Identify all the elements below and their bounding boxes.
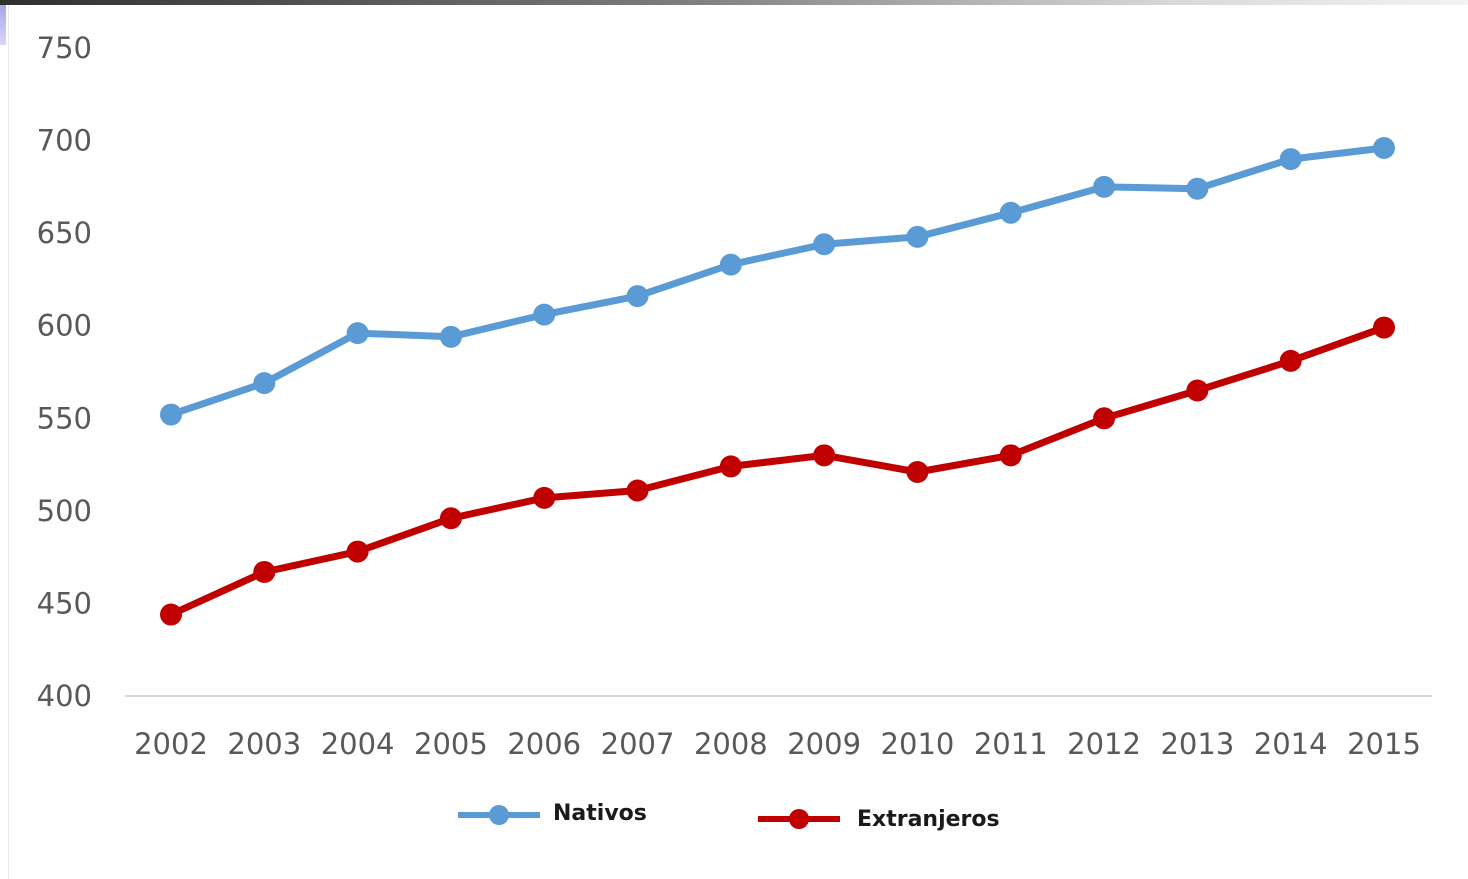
data-point-nativos: [906, 225, 929, 248]
y-tick-label: 700: [37, 124, 92, 158]
data-point-extranjeros: [533, 486, 556, 509]
y-tick-label: 600: [37, 309, 92, 343]
data-point-extranjeros: [1093, 407, 1116, 430]
data-point-extranjeros: [160, 603, 182, 626]
data-point-extranjeros: [253, 560, 276, 583]
x-tick-label: 2004: [321, 727, 395, 761]
legend-swatch-marker: [789, 809, 809, 829]
window-corner-accent: [0, 5, 6, 45]
series-line-nativos: [167, 144, 1388, 419]
data-point-extranjeros: [1373, 316, 1395, 339]
x-tick-label: 2007: [601, 727, 675, 761]
x-tick-label: 2009: [787, 727, 861, 761]
x-tick-label: 2014: [1254, 727, 1328, 761]
data-point-extranjeros: [906, 460, 929, 483]
data-point-nativos: [1279, 148, 1302, 171]
series-line-extranjeros: [167, 324, 1388, 618]
data-point-extranjeros: [346, 540, 369, 563]
data-point-nativos: [346, 322, 369, 345]
data-point-nativos: [533, 303, 556, 326]
series-layer: [160, 136, 1395, 626]
y-tick-label: 550: [37, 401, 92, 435]
x-tick-label: 2012: [1067, 727, 1141, 761]
data-point-nativos: [626, 285, 649, 308]
x-tick-label: 2011: [974, 727, 1048, 761]
legend-label-extranjeros: Extranjeros: [857, 807, 1000, 832]
data-point-nativos: [160, 403, 182, 426]
data-point-extranjeros: [719, 455, 742, 478]
data-point-nativos: [1373, 136, 1395, 159]
data-point-extranjeros: [813, 444, 836, 467]
x-axis-ticks: 2002 2003 2004 2005 2006 2007 2008 2009 2010 2011…: [134, 727, 1421, 761]
x-tick-label: 2002: [134, 727, 208, 761]
window-left-border: [8, 5, 9, 879]
series-nativos: [160, 136, 1395, 426]
x-tick-label: 2005: [414, 727, 488, 761]
legend: Nativos Extranjeros: [458, 801, 1000, 832]
data-point-nativos: [1093, 175, 1116, 198]
x-tick-label: 2008: [694, 727, 768, 761]
legend-label-nativos: Nativos: [553, 801, 647, 826]
y-axis-ticks: 400 450 500 550 600 650 700 750: [37, 31, 92, 713]
series-extranjeros: [160, 316, 1395, 626]
data-point-nativos: [719, 253, 742, 276]
data-point-nativos: [253, 372, 276, 395]
data-point-extranjeros: [1186, 379, 1209, 402]
data-point-extranjeros: [439, 507, 462, 530]
data-point-extranjeros: [626, 479, 649, 502]
legend-item-extranjeros: Extranjeros: [758, 807, 1000, 832]
legend-swatch-marker: [489, 805, 509, 825]
y-tick-label: 500: [37, 494, 92, 528]
legend-item-nativos: Nativos: [458, 801, 647, 826]
y-tick-label: 650: [37, 216, 92, 250]
data-point-nativos: [1186, 177, 1209, 200]
data-point-nativos: [999, 201, 1022, 224]
data-point-nativos: [813, 233, 836, 256]
y-tick-label: 450: [37, 586, 92, 620]
window-top-border: [0, 0, 1468, 5]
y-tick-label: 400: [37, 679, 92, 713]
x-tick-label: 2013: [1160, 727, 1234, 761]
x-tick-label: 2003: [227, 727, 301, 761]
data-point-nativos: [439, 325, 462, 348]
x-tick-label: 2006: [507, 727, 581, 761]
data-point-extranjeros: [1279, 349, 1302, 372]
x-tick-label: 2010: [881, 727, 955, 761]
data-point-extranjeros: [999, 444, 1022, 467]
y-tick-label: 750: [37, 31, 92, 65]
x-tick-label: 2015: [1347, 727, 1421, 761]
